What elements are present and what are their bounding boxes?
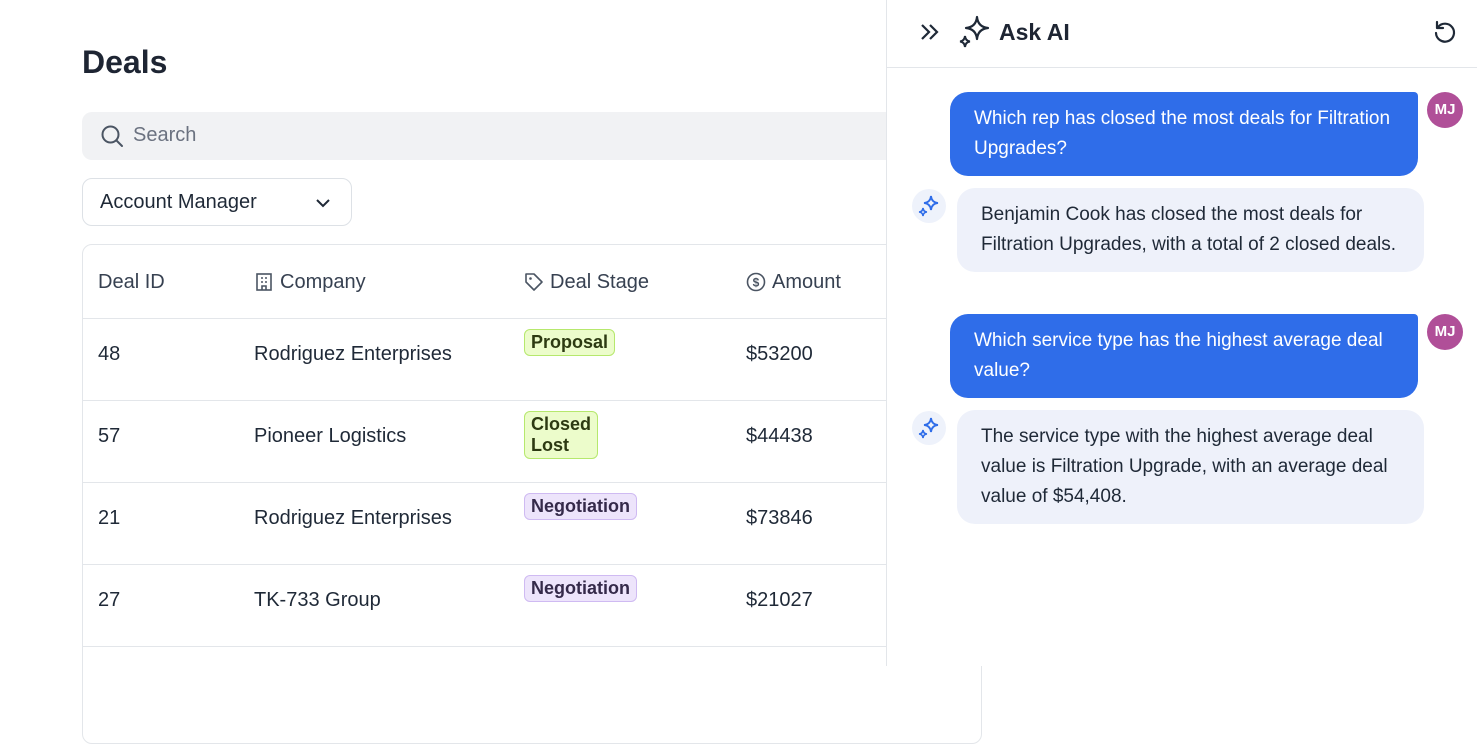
sparkle-icon <box>959 15 990 48</box>
stage-tag: Closed Lost <box>524 411 599 459</box>
deals-table: Deal ID Company Deal Stage $ Amount 48 R… <box>82 244 982 744</box>
deal-id: 27 <box>98 589 121 611</box>
company: Rodriguez Enterprises <box>254 343 452 365</box>
search-box[interactable]: Search <box>82 112 982 160</box>
user-avatar: MJ <box>1427 314 1463 350</box>
filter-dropdown[interactable]: Account Manager <box>82 178 352 226</box>
stage-tag: Negotiation <box>524 575 637 602</box>
stage-tag: Proposal <box>524 329 616 356</box>
amount: $44438 <box>746 425 813 447</box>
deal-id: 57 <box>98 425 121 447</box>
page-title: Deals <box>82 44 168 80</box>
column-header[interactable]: Deal Stage <box>550 271 649 293</box>
reset-button[interactable] <box>1432 19 1458 45</box>
collapse-button[interactable] <box>919 22 941 42</box>
amount: $73846 <box>746 507 813 529</box>
column-header[interactable]: Amount <box>772 271 841 293</box>
ai-message: The service type with the highest averag… <box>957 410 1424 524</box>
table-row[interactable]: 57 Pioneer Logistics Closed Lost $44438 <box>83 401 981 483</box>
table-row[interactable]: 48 Rodriguez Enterprises Proposal $53200 <box>83 319 981 401</box>
user-message: Which service type has the highest avera… <box>950 314 1418 398</box>
filter-label: Account Manager <box>100 191 257 213</box>
chevron-icon <box>316 199 330 208</box>
company: Pioneer Logistics <box>254 425 407 447</box>
table-row[interactable]: 21 Rodriguez Enterprises Negotiation $73… <box>83 483 981 565</box>
panel-title: Ask AI <box>999 19 1070 45</box>
column-header[interactable]: Company <box>280 271 366 293</box>
user-message: Which rep has closed the most deals for … <box>950 92 1418 176</box>
ai-message: Benjamin Cook has closed the most deals … <box>957 188 1424 272</box>
amount: $21027 <box>746 589 813 611</box>
dollar-icon: $ <box>746 272 766 292</box>
user-avatar: MJ <box>1427 92 1463 128</box>
tag-icon <box>525 273 543 291</box>
ai-icon <box>912 189 946 223</box>
page: Deals Search Account Manager Deal ID Com… <box>82 0 1477 744</box>
column-header[interactable]: Deal ID <box>98 271 165 293</box>
table-row[interactable]: 27 TK-733 Group Negotiation $21027 <box>83 565 981 647</box>
deal-id: 21 <box>98 507 121 529</box>
stage-tag: Negotiation <box>524 493 637 520</box>
ai-icon <box>912 411 946 445</box>
company-icon <box>256 273 272 291</box>
company: TK-733 Group <box>254 589 381 611</box>
deal-id: 48 <box>98 343 121 365</box>
panel-header: Ask AI <box>887 0 1477 68</box>
company: Rodriguez Enterprises <box>254 507 452 529</box>
search-icon <box>101 125 123 147</box>
search-placeholder: Search <box>133 124 197 146</box>
amount: $53200 <box>746 343 813 365</box>
header-row: Deal ID Company Deal Stage $ Amount <box>83 245 981 319</box>
ai-panel: Ask AI Which rep has closed the most dea… <box>886 0 1477 666</box>
svg-text:$: $ <box>753 276 760 290</box>
